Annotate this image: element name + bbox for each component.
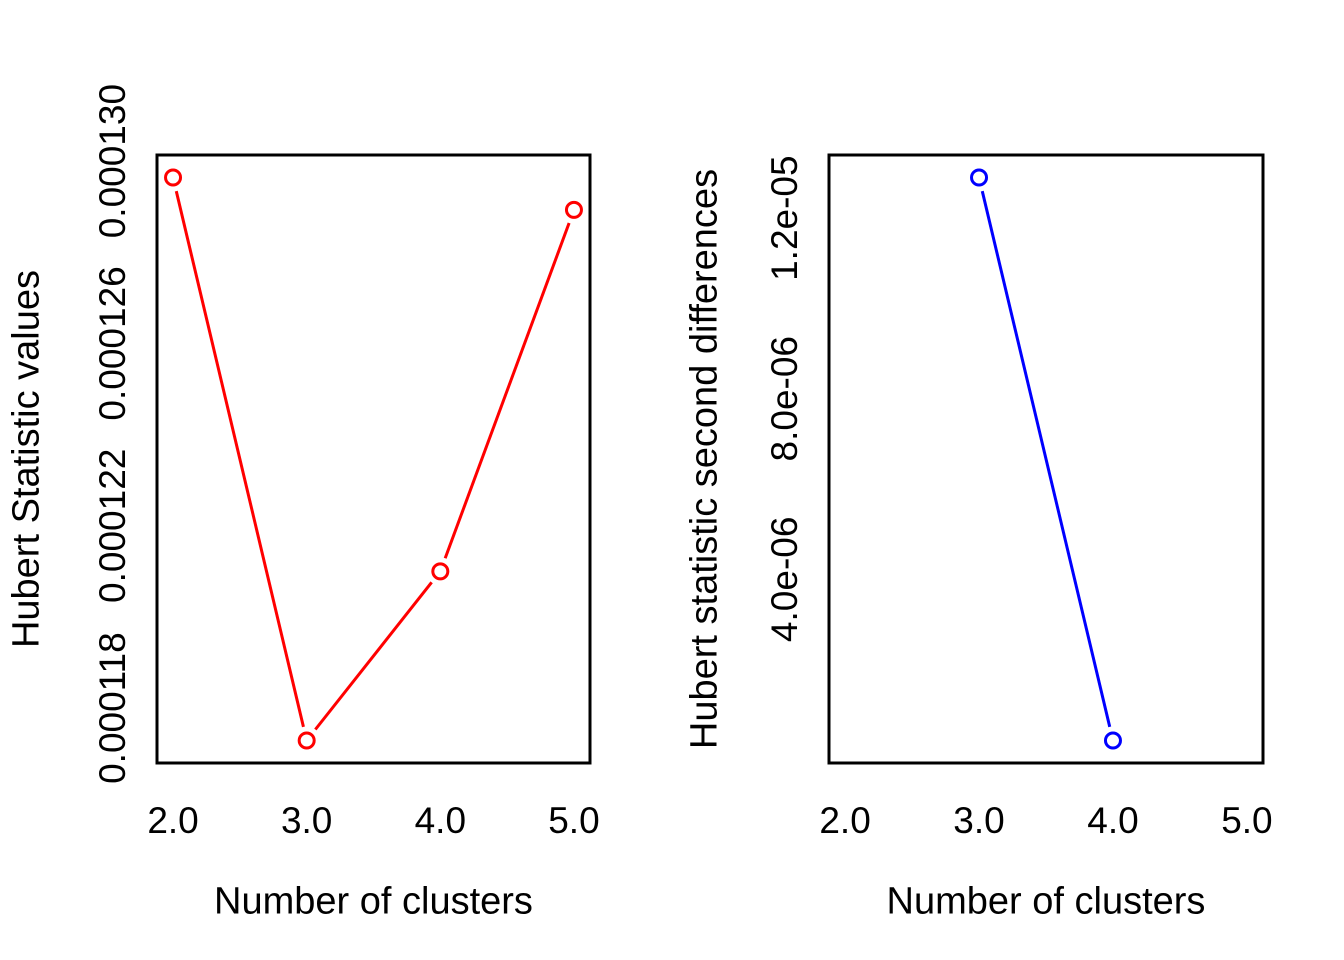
x-tick-label: 5.0 xyxy=(1221,800,1272,841)
series-line-segment xyxy=(980,190,1112,728)
y-tick-label: 0.000122 xyxy=(92,449,133,603)
x-axis-title: Number of clusters xyxy=(214,880,533,922)
y-tick-label: 4.0e-06 xyxy=(764,517,805,643)
x-tick-label: 5.0 xyxy=(548,800,599,841)
data-point-marker xyxy=(970,168,989,187)
y-tick-label: 0.000118 xyxy=(92,632,133,784)
x-tick-label: 2.0 xyxy=(819,800,870,841)
data-point-marker xyxy=(431,562,450,581)
y-tick-label: 8.0e-06 xyxy=(764,336,805,462)
y-axis-title: Hubert Statistic values xyxy=(5,270,47,648)
plot-box xyxy=(827,153,1265,765)
plot-box xyxy=(155,153,592,765)
series-line-segment xyxy=(174,190,305,728)
x-tick-label: 4.0 xyxy=(415,800,466,841)
data-point-marker xyxy=(164,168,183,187)
data-point-marker xyxy=(1103,731,1122,750)
x-tick-label: 3.0 xyxy=(953,800,1004,841)
data-point-marker xyxy=(297,731,316,750)
y-tick-label: 0.000126 xyxy=(92,266,133,420)
series-line-segment xyxy=(443,222,571,559)
series-line-segment xyxy=(314,581,433,731)
x-tick-label: 3.0 xyxy=(281,800,332,841)
x-tick-label: 2.0 xyxy=(147,800,198,841)
y-axis-title: Hubert statistic second differences xyxy=(683,169,725,749)
x-axis-title: Number of clusters xyxy=(887,880,1206,922)
y-tick-label: 1.2e-05 xyxy=(764,155,805,280)
data-point-marker xyxy=(564,200,583,219)
y-tick-label: 0.000130 xyxy=(92,84,133,238)
x-tick-label: 4.0 xyxy=(1087,800,1138,841)
